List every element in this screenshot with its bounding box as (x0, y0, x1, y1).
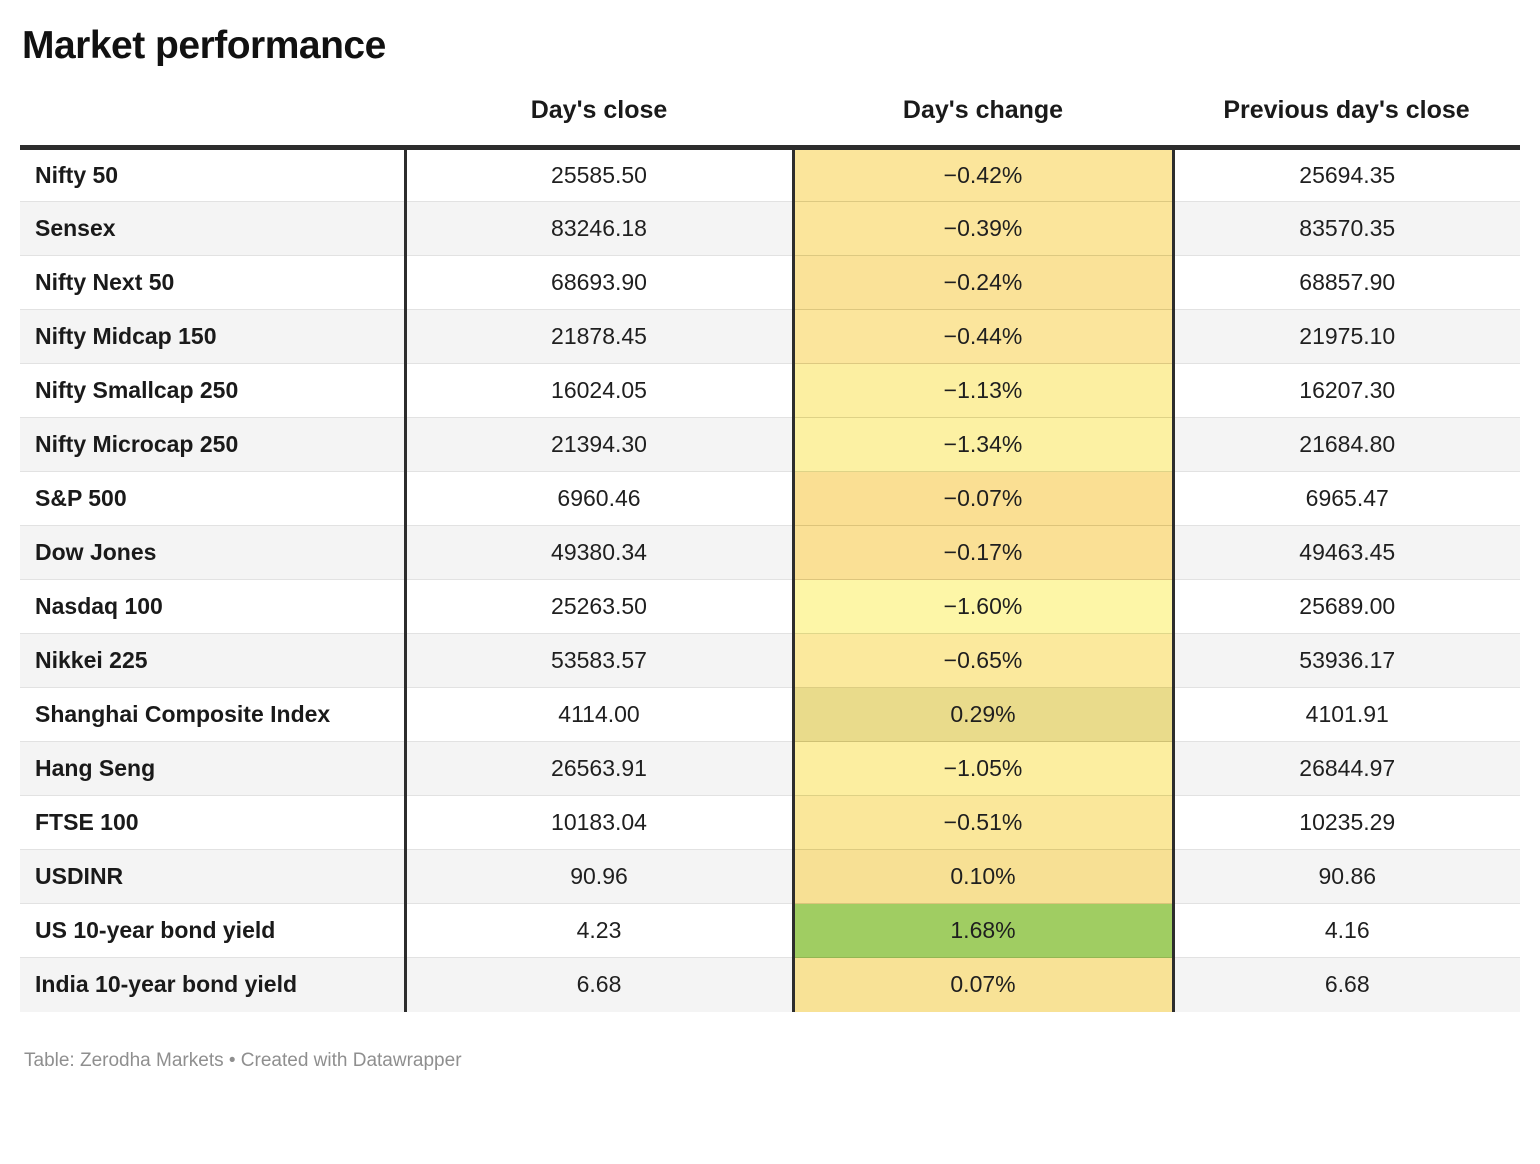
days-close-value: 4114.00 (405, 687, 793, 742)
table-row: S&P 500 6960.46 −0.07% 6965.47 (20, 471, 1520, 526)
days-close-value: 49380.34 (405, 525, 793, 580)
previous-close-value: 6.68 (1173, 957, 1520, 1012)
column-header-days-close: Day's close (405, 96, 793, 150)
row-label: US 10-year bond yield (20, 903, 407, 958)
row-label: Nasdaq 100 (20, 579, 407, 634)
days-close-value: 4.23 (405, 903, 793, 958)
days-change-value: −1.13% (791, 363, 1175, 418)
days-close-value: 6.68 (405, 957, 793, 1012)
row-label: Nifty Smallcap 250 (20, 363, 407, 418)
table-row: Nifty Microcap 250 21394.30 −1.34% 21684… (20, 417, 1520, 472)
days-change-value: −0.07% (791, 471, 1175, 526)
row-label: Dow Jones (20, 525, 407, 580)
attribution-footer: Table: Zerodha Markets • Created with Da… (24, 1049, 462, 1071)
previous-close-value: 49463.45 (1173, 525, 1520, 580)
previous-close-value: 25694.35 (1173, 147, 1520, 202)
days-change-value: −1.60% (791, 579, 1175, 634)
table-row: Shanghai Composite Index 4114.00 0.29% 4… (20, 687, 1520, 742)
previous-close-value: 83570.35 (1173, 201, 1520, 256)
days-change-value: 0.10% (791, 849, 1175, 904)
previous-close-value: 26844.97 (1173, 741, 1520, 796)
market-performance-table: Day's close Day's change Previous day's … (20, 96, 1520, 1012)
days-close-value: 83246.18 (405, 201, 793, 256)
table-row: Dow Jones 49380.34 −0.17% 49463.45 (20, 525, 1520, 580)
days-close-value: 68693.90 (405, 255, 793, 310)
table-row: Nifty Smallcap 250 16024.05 −1.13% 16207… (20, 363, 1520, 418)
days-change-value: 1.68% (791, 903, 1175, 958)
row-label: Sensex (20, 201, 407, 256)
days-close-value: 10183.04 (405, 795, 793, 850)
days-close-value: 25263.50 (405, 579, 793, 634)
days-change-value: −0.42% (791, 147, 1175, 202)
days-change-value: −0.39% (791, 201, 1175, 256)
table-row: Nifty Next 50 68693.90 −0.24% 68857.90 (20, 255, 1520, 310)
row-label: Shanghai Composite Index (20, 687, 407, 742)
days-change-value: −0.51% (791, 795, 1175, 850)
previous-close-value: 6965.47 (1173, 471, 1520, 526)
previous-close-value: 4.16 (1173, 903, 1520, 958)
column-header-days-change: Day's change (793, 96, 1173, 150)
days-change-value: 0.07% (791, 957, 1175, 1012)
row-label: Nifty 50 (20, 147, 407, 202)
previous-close-value: 53936.17 (1173, 633, 1520, 688)
row-label: FTSE 100 (20, 795, 407, 850)
previous-close-value: 68857.90 (1173, 255, 1520, 310)
previous-close-value: 16207.30 (1173, 363, 1520, 418)
days-close-value: 6960.46 (405, 471, 793, 526)
days-close-value: 16024.05 (405, 363, 793, 418)
row-label: Nikkei 225 (20, 633, 407, 688)
days-change-value: −0.65% (791, 633, 1175, 688)
previous-close-value: 90.86 (1173, 849, 1520, 904)
previous-close-value: 21975.10 (1173, 309, 1520, 364)
table-header: Day's close Day's change Previous day's … (20, 96, 1520, 150)
days-close-value: 53583.57 (405, 633, 793, 688)
column-header-blank (20, 96, 405, 150)
table-row: Nasdaq 100 25263.50 −1.60% 25689.00 (20, 579, 1520, 634)
days-close-value: 90.96 (405, 849, 793, 904)
days-close-value: 26563.91 (405, 741, 793, 796)
days-change-value: −0.24% (791, 255, 1175, 310)
row-label: Hang Seng (20, 741, 407, 796)
previous-close-value: 10235.29 (1173, 795, 1520, 850)
days-change-value: −0.44% (791, 309, 1175, 364)
row-label: USDINR (20, 849, 407, 904)
table-row: Nikkei 225 53583.57 −0.65% 53936.17 (20, 633, 1520, 688)
days-change-value: −0.17% (791, 525, 1175, 580)
row-label: S&P 500 (20, 471, 407, 526)
page-title: Market performance (22, 24, 386, 67)
previous-close-value: 25689.00 (1173, 579, 1520, 634)
row-label: Nifty Microcap 250 (20, 417, 407, 472)
days-change-value: −1.05% (791, 741, 1175, 796)
table-row: FTSE 100 10183.04 −0.51% 10235.29 (20, 795, 1520, 850)
row-label: Nifty Midcap 150 (20, 309, 407, 364)
column-header-previous-close: Previous day's close (1173, 96, 1520, 150)
table-body: Nifty 50 25585.50 −0.42% 25694.35 Sensex… (20, 147, 1520, 1012)
table-row: India 10-year bond yield 6.68 0.07% 6.68 (20, 957, 1520, 1012)
row-label: India 10-year bond yield (20, 957, 407, 1012)
days-close-value: 21878.45 (405, 309, 793, 364)
previous-close-value: 4101.91 (1173, 687, 1520, 742)
table-row: US 10-year bond yield 4.23 1.68% 4.16 (20, 903, 1520, 958)
table-row: Nifty 50 25585.50 −0.42% 25694.35 (20, 147, 1520, 202)
days-close-value: 25585.50 (405, 147, 793, 202)
table-row: Sensex 83246.18 −0.39% 83570.35 (20, 201, 1520, 256)
table-row: USDINR 90.96 0.10% 90.86 (20, 849, 1520, 904)
days-close-value: 21394.30 (405, 417, 793, 472)
row-label: Nifty Next 50 (20, 255, 407, 310)
days-change-value: −1.34% (791, 417, 1175, 472)
table-row: Hang Seng 26563.91 −1.05% 26844.97 (20, 741, 1520, 796)
table-row: Nifty Midcap 150 21878.45 −0.44% 21975.1… (20, 309, 1520, 364)
previous-close-value: 21684.80 (1173, 417, 1520, 472)
days-change-value: 0.29% (791, 687, 1175, 742)
